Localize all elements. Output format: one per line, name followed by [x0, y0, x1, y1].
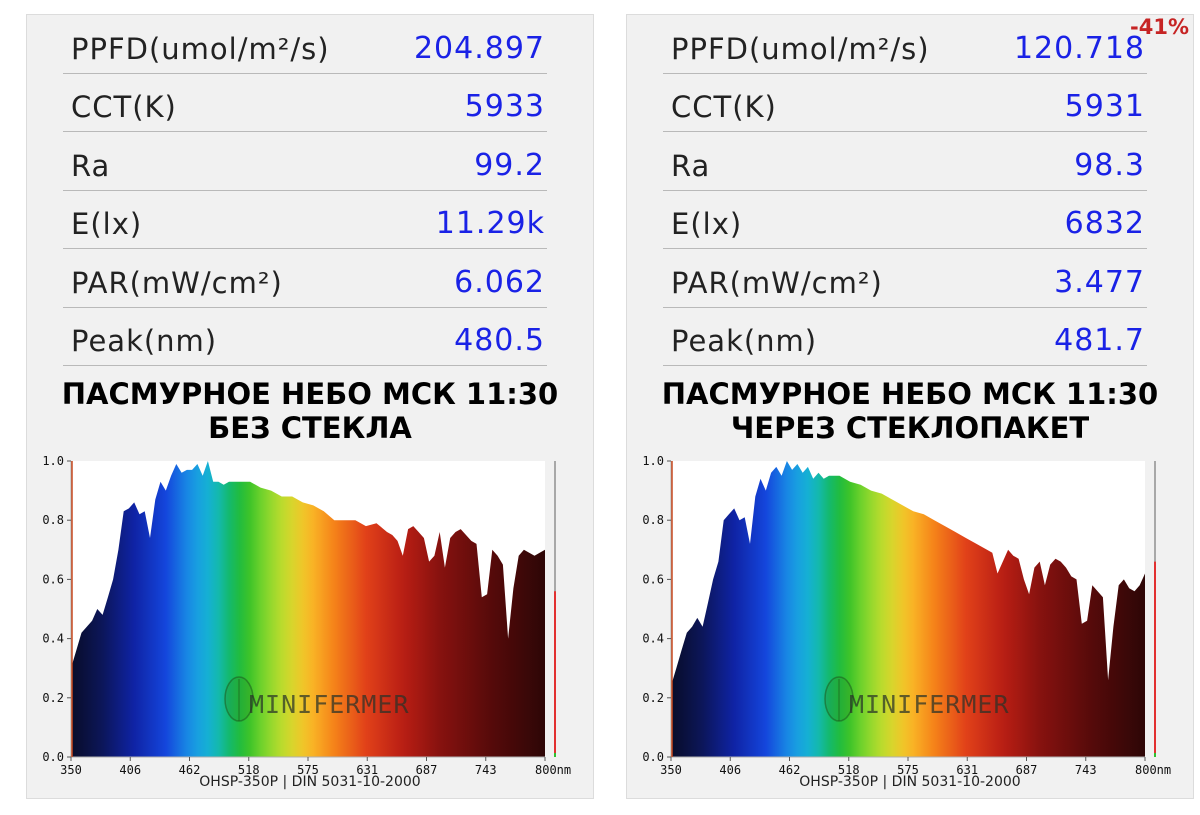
reading-row-peak: Peak(nm) 480.5	[63, 308, 547, 366]
reading-row-ppfd: PPFD(umol/m²/s) 120.718	[663, 15, 1147, 74]
reading-value: 5933	[464, 89, 545, 124]
reading-value: 3.477	[1054, 264, 1145, 300]
panel-without-glass: PPFD(umol/m²/s) 204.897 CCT(K) 5933 Ra 99.2…	[26, 14, 594, 799]
device-footer: OHSP-350P | DIN 5031-10-2000	[799, 774, 1021, 790]
x-tick-label: 518	[838, 763, 860, 776]
y-tick-label: 0.0	[42, 750, 64, 764]
x-tick-label: 687	[416, 763, 438, 776]
x-tick-label: 800nm	[535, 763, 571, 776]
y-tick-label: 0.8	[642, 513, 664, 527]
spectrum-chart: 0.0 0.2 0.4 0.6 0.8 1.0 350 406 462 518 575 631 687 7…	[642, 454, 1171, 776]
x-tick-label: 518	[238, 763, 260, 776]
spectrum-area	[671, 461, 1145, 757]
reading-row-peak: Peak(nm) 481.7	[663, 308, 1147, 366]
reading-row-par: PAR(mW/cm²) 3.477	[663, 249, 1147, 308]
y-tick-label: 0.4	[642, 632, 664, 646]
device-footer: OHSP-350P | DIN 5031-10-2000	[199, 774, 421, 790]
x-tick-label: 350	[60, 763, 82, 776]
reading-label: PPFD(umol/m²/s)	[71, 31, 330, 66]
y-tick-label: 0.8	[42, 513, 64, 527]
reading-value: 120.718	[1013, 30, 1145, 66]
spectrum-chart: 0.0 0.2 0.4 0.6 0.8 1.0 350 406 462 518 575 631 687 7…	[42, 454, 571, 776]
reading-value: 6832	[1064, 206, 1145, 241]
y-tick-label: 0.2	[42, 691, 64, 705]
y-tick-label: 1.0	[42, 454, 64, 468]
panel-title-line1: ПАСМУРНОЕ НЕБО МСК 11:30	[61, 377, 559, 411]
x-tick-label: 406	[119, 763, 141, 776]
x-tick-label: 800nm	[1135, 763, 1171, 776]
y-tick-label: 0.6	[642, 572, 664, 586]
panel-title-line1: ПАСМУРНОЕ НЕБО МСК 11:30	[661, 377, 1159, 411]
x-tick-label: 575	[297, 763, 319, 776]
reading-value: 5931	[1064, 89, 1145, 124]
y-tick-label: 0.6	[42, 572, 64, 586]
reading-label: CCT(K)	[671, 90, 777, 124]
x-tick-label: 406	[719, 763, 741, 776]
reading-label: PAR(mW/cm²)	[71, 265, 283, 300]
x-tick-label: 743	[1075, 763, 1097, 776]
reading-row-lux: E(lx) 6832	[663, 191, 1147, 249]
reading-row-cct: CCT(K) 5931	[663, 74, 1147, 132]
watermark-text: MINIFERMER	[849, 690, 1010, 719]
y-tick-label: 0.0	[642, 750, 664, 764]
reading-value: 11.29k	[435, 206, 545, 241]
reading-row-ra: Ra 98.3	[663, 132, 1147, 191]
reading-label: PPFD(umol/m²/s)	[671, 31, 930, 66]
x-tick-label: 575	[897, 763, 919, 776]
x-tick-label: 462	[779, 763, 801, 776]
reading-label: E(lx)	[671, 207, 743, 241]
reading-row-ra: Ra 99.2	[63, 132, 547, 191]
reading-value: 481.7	[1054, 323, 1145, 358]
reading-row-lux: E(lx) 11.29k	[63, 191, 547, 249]
reading-label: E(lx)	[71, 207, 143, 241]
reading-value: 6.062	[454, 264, 545, 300]
reading-label: Peak(nm)	[71, 324, 218, 358]
panel-title-line2: ЧЕРЕЗ СТЕКЛОПАКЕТ	[730, 411, 1090, 445]
reading-label: Ra	[671, 148, 711, 183]
panel-title-line2: БЕЗ СТЕКЛА	[208, 411, 412, 445]
y-tick-label: 1.0	[642, 454, 664, 468]
reading-row-par: PAR(mW/cm²) 6.062	[63, 249, 547, 308]
x-tick-label: 687	[1016, 763, 1038, 776]
x-tick-label: 631	[356, 763, 378, 776]
reduction-badge: -41%	[1130, 15, 1189, 39]
x-tick-label: 631	[956, 763, 978, 776]
watermark-text: MINIFERMER	[249, 690, 410, 719]
panel-through-glass: -41% PPFD(umol/m²/s) 120.718 CCT(K) 5931 R…	[626, 14, 1194, 799]
reading-value: 99.2	[474, 147, 545, 183]
reading-value: 98.3	[1074, 147, 1145, 183]
x-tick-label: 462	[179, 763, 201, 776]
reading-label: PAR(mW/cm²)	[671, 265, 883, 300]
spectrum-area	[71, 461, 545, 757]
reading-value: 480.5	[454, 323, 545, 358]
reading-label: Ra	[71, 148, 111, 183]
reading-label: Peak(nm)	[671, 324, 818, 358]
x-tick-label: 743	[475, 763, 497, 776]
y-tick-label: 0.2	[642, 691, 664, 705]
reading-label: CCT(K)	[71, 90, 177, 124]
readings-table: PPFD(umol/m²/s) 120.718 CCT(K) 5931 Ra 98.3…	[663, 15, 1147, 366]
reading-row-ppfd: PPFD(umol/m²/s) 204.897	[63, 15, 547, 74]
y-tick-label: 0.4	[42, 632, 64, 646]
reading-row-cct: CCT(K) 5933	[63, 74, 547, 132]
x-tick-label: 350	[660, 763, 682, 776]
reading-value: 204.897	[413, 30, 545, 66]
readings-table: PPFD(umol/m²/s) 204.897 CCT(K) 5933 Ra 99.2…	[63, 15, 547, 366]
